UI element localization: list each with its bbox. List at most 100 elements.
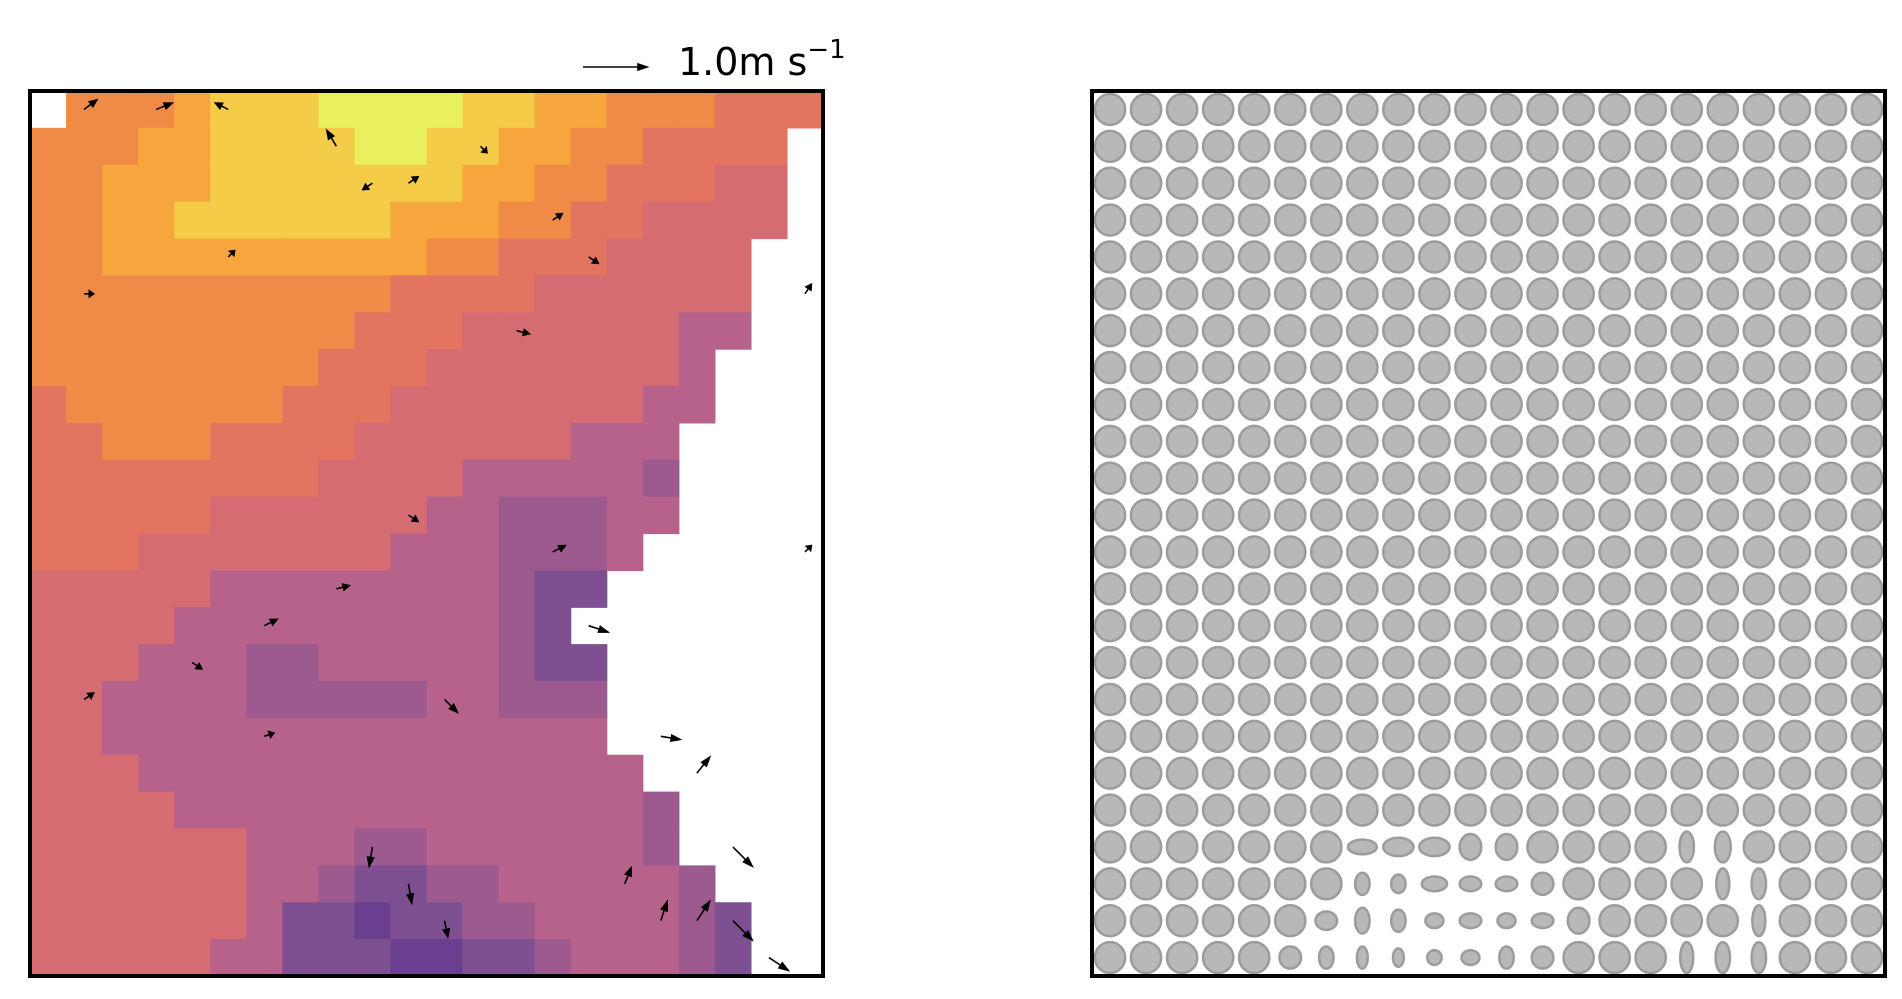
velocity-arrow (325, 128, 338, 147)
ellipse (1778, 535, 1812, 569)
heatmap-cell (102, 865, 139, 903)
heatmap-cell (138, 533, 175, 571)
heatmap-cell (750, 127, 788, 166)
heatmap-cell (462, 459, 500, 498)
heatmap-cell (210, 312, 247, 350)
ellipse (1670, 682, 1704, 717)
ellipse (1634, 203, 1668, 237)
ellipse (1634, 682, 1668, 717)
heatmap-cell (642, 312, 680, 350)
heatmap-cell (30, 312, 67, 350)
panel-frame (1090, 89, 1887, 978)
ellipse (1742, 92, 1776, 127)
ellipse (1165, 940, 1199, 975)
panel-frame (28, 89, 825, 978)
heatmap-cell (498, 828, 536, 866)
heatmap-cell (354, 91, 392, 129)
ellipse (1237, 756, 1271, 790)
ellipse (1424, 912, 1445, 930)
heatmap-cell (390, 754, 428, 793)
ellipse (1490, 350, 1523, 385)
ellipse (1490, 608, 1523, 643)
heatmap-cell (30, 607, 67, 645)
heatmap-cell (570, 275, 608, 313)
ellipse (1201, 903, 1235, 938)
heatmap-cell (246, 127, 283, 166)
ellipse (1201, 682, 1235, 717)
ellipse (1562, 350, 1596, 385)
ellipse (1706, 572, 1740, 606)
heatmap-cell (462, 754, 500, 793)
heatmap-cell (318, 201, 356, 240)
ellipse (1201, 498, 1235, 532)
heatmap-cell (246, 828, 283, 866)
heatmap-cell (750, 91, 788, 129)
ellipse (1526, 387, 1559, 422)
heatmap-cell (246, 275, 283, 313)
ellipse (1526, 682, 1559, 717)
heatmap-cell (30, 533, 67, 571)
ellipse (1165, 424, 1199, 459)
heatmap-cell (426, 238, 464, 276)
ellipse (1237, 867, 1271, 901)
ellipse (1670, 461, 1704, 495)
ellipse (1093, 867, 1127, 901)
heatmap-cell (354, 496, 392, 535)
ellipse (1237, 645, 1271, 680)
heatmap-cell (30, 238, 67, 276)
ellipse (1129, 498, 1163, 532)
ellipse (1345, 277, 1379, 311)
ellipse (1778, 203, 1812, 237)
ellipse (1381, 756, 1415, 790)
ellipse (1345, 572, 1379, 606)
heatmap-cell (66, 939, 103, 977)
heatmap-cell (642, 164, 680, 203)
ellipse (1778, 313, 1812, 348)
heatmap-cell (642, 939, 680, 977)
ellipse (1454, 424, 1487, 459)
heatmap-cell (570, 127, 608, 166)
ellipse (1598, 424, 1632, 459)
ellipse (1562, 424, 1596, 459)
ellipse (1814, 756, 1848, 790)
ellipse (1562, 535, 1596, 569)
ellipse (1850, 350, 1884, 385)
heatmap-cell (534, 644, 572, 682)
heatmap-cell (390, 570, 428, 608)
heatmap-cell (426, 644, 464, 682)
ellipse (1389, 873, 1407, 895)
heatmap-cell (66, 201, 103, 240)
ellipse (1706, 535, 1740, 569)
heatmap-cell (102, 717, 139, 756)
ellipse (1273, 240, 1307, 274)
heatmap-cell (606, 238, 644, 276)
ellipse (1273, 645, 1307, 680)
ellipse (1530, 871, 1555, 897)
heatmap-cell (102, 754, 139, 793)
ellipse (1278, 945, 1303, 970)
heatmap-cell (570, 496, 608, 535)
heatmap-cell (570, 459, 608, 498)
heatmap-cell (30, 459, 67, 498)
ellipse (1526, 92, 1559, 127)
ellipse (1778, 572, 1812, 606)
heatmap-cell (66, 570, 103, 608)
ellipse (1314, 910, 1339, 932)
ellipse (1165, 277, 1199, 311)
ellipse (1490, 92, 1523, 127)
ellipse (1850, 940, 1884, 975)
ellipse (1129, 719, 1163, 754)
ellipse (1850, 461, 1884, 495)
heatmap-cell (282, 386, 319, 424)
ellipse (1706, 313, 1740, 348)
ellipse (1418, 240, 1451, 274)
ellipse (1273, 867, 1307, 901)
ellipse (1814, 129, 1848, 164)
ellipse (1678, 830, 1696, 864)
ellipse (1814, 387, 1848, 422)
heatmap-cell (282, 275, 319, 313)
ellipse (1458, 875, 1483, 893)
ellipse (1850, 756, 1884, 790)
heatmap-cell (246, 754, 283, 793)
ellipse (1346, 838, 1379, 856)
